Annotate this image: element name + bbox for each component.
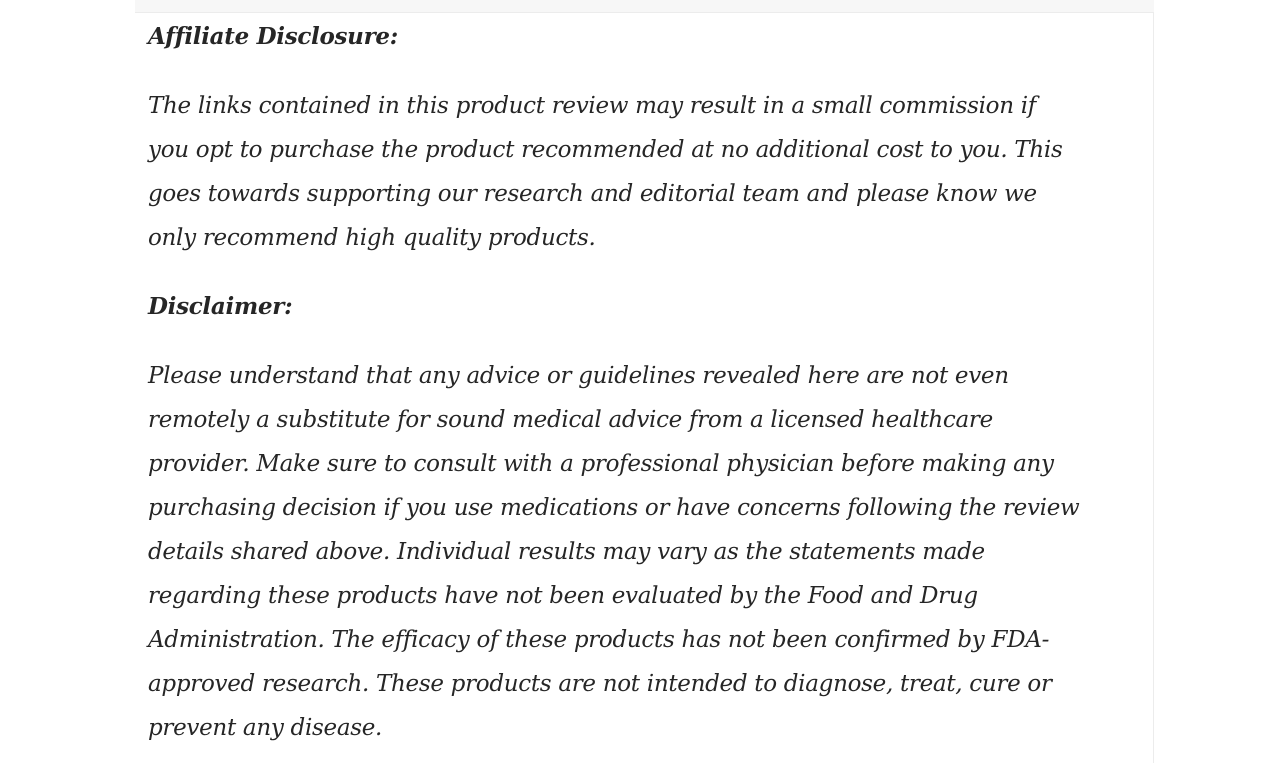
paragraph-line: you opt to purchase the product recommen… bbox=[148, 137, 1063, 163]
disclosure-article: Affiliate Disclosure: The links containe… bbox=[148, 15, 1153, 750]
paragraph-line: only recommend high quality products. bbox=[148, 225, 596, 251]
paragraph-line: The links contained in this product revi… bbox=[148, 93, 1036, 119]
paragraph-line: purchasing decision if you use medicatio… bbox=[148, 495, 1080, 521]
paragraph-line: provider. Make sure to consult with a pr… bbox=[148, 451, 1054, 477]
article-card: Affiliate Disclosure: The links containe… bbox=[135, 12, 1154, 763]
disclaimer-heading: Disclaimer: bbox=[148, 293, 293, 320]
paragraph-line: Please understand that any advice or gui… bbox=[148, 363, 1009, 389]
paragraph-line: Administration. The efficacy of these pr… bbox=[148, 627, 1050, 653]
paragraph-line: goes towards supporting our research and… bbox=[148, 181, 1037, 207]
affiliate-disclosure-paragraph: The links contained in this product revi… bbox=[148, 84, 1153, 260]
paragraph-line: details shared above. Individual results… bbox=[148, 539, 985, 565]
paragraph-line: prevent any disease. bbox=[148, 715, 383, 741]
paragraph-line: regarding these products have not been e… bbox=[148, 583, 978, 609]
paragraph-line: remotely a substitute for sound medical … bbox=[148, 407, 993, 433]
affiliate-disclosure-heading: Affiliate Disclosure: bbox=[148, 23, 398, 50]
paragraph-line: approved research. These products are no… bbox=[148, 671, 1052, 697]
disclaimer-paragraph: Please understand that any advice or gui… bbox=[148, 354, 1153, 750]
page-top-strip bbox=[135, 0, 1154, 12]
